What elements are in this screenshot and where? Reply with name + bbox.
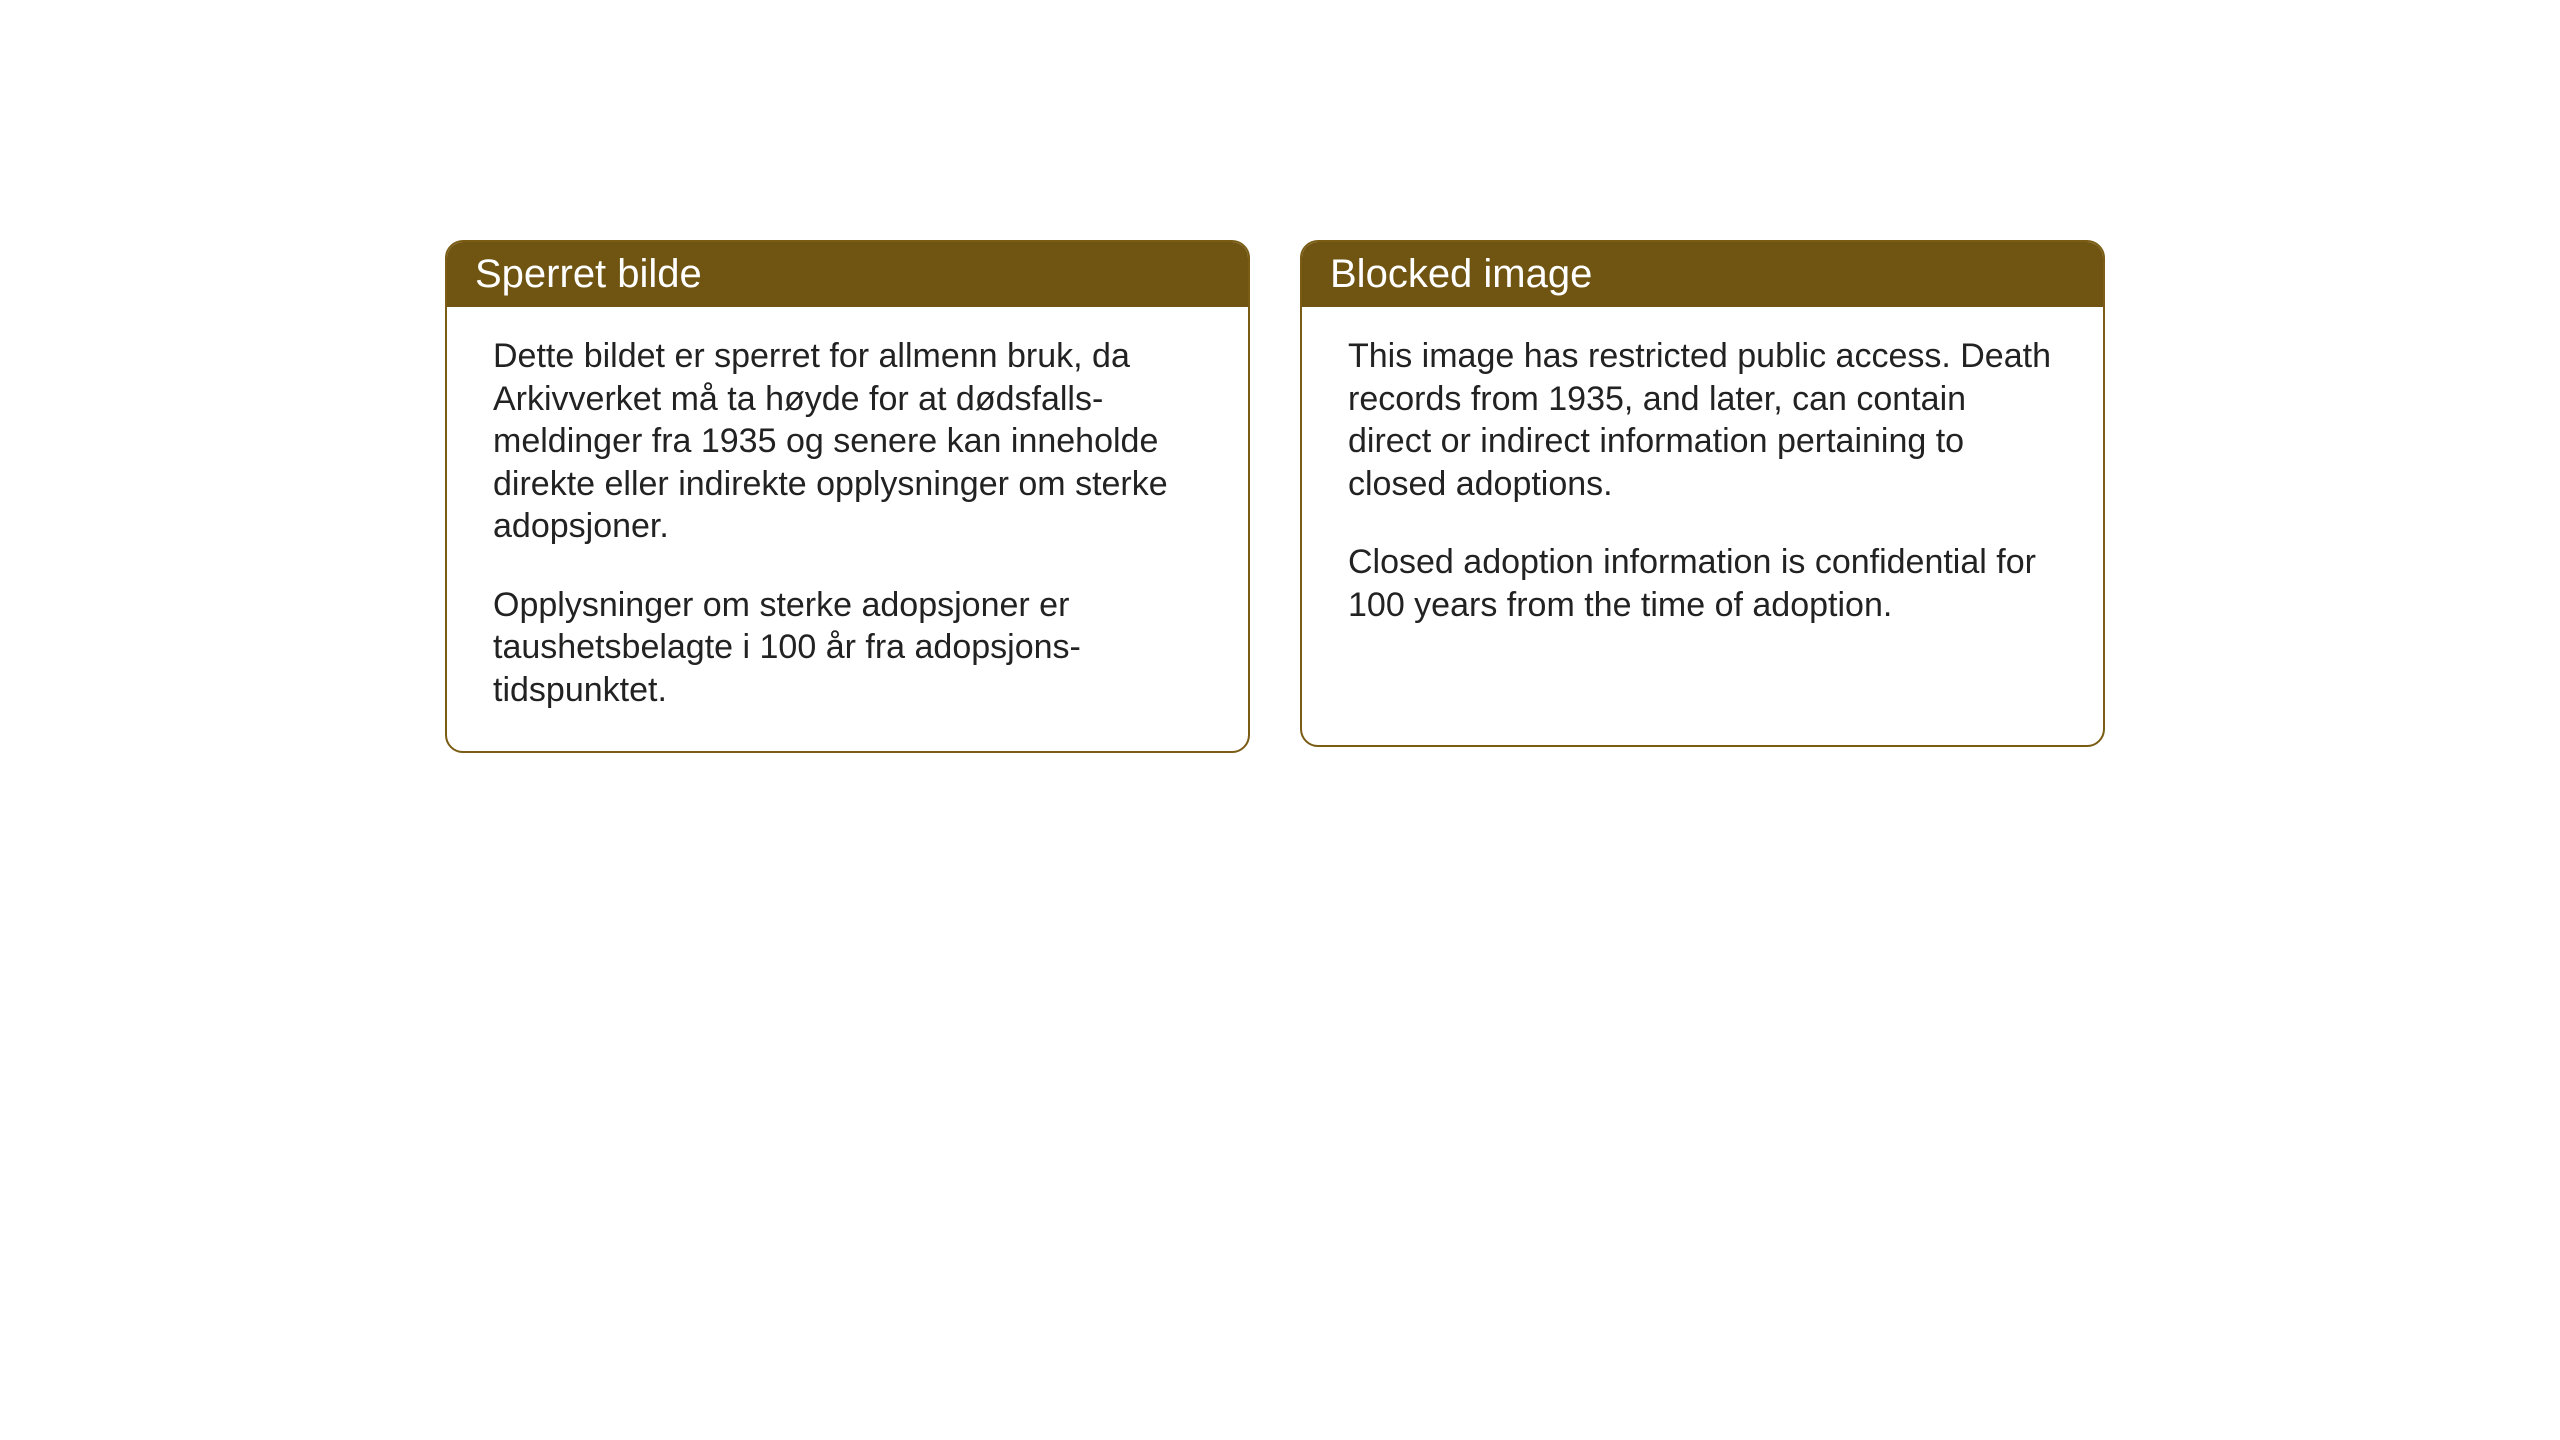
card-paragraph-norwegian-2: Opplysninger om sterke adopsjoner er tau… (493, 584, 1202, 712)
card-title-english: Blocked image (1330, 252, 1592, 296)
card-body-english: This image has restricted public access.… (1302, 307, 2103, 666)
card-paragraph-english-2: Closed adoption information is confident… (1348, 541, 2057, 626)
card-header-norwegian: Sperret bilde (447, 242, 1248, 307)
card-norwegian: Sperret bilde Dette bildet er sperret fo… (445, 240, 1250, 753)
card-body-norwegian: Dette bildet er sperret for allmenn bruk… (447, 307, 1248, 751)
card-paragraph-english-1: This image has restricted public access.… (1348, 335, 2057, 505)
card-header-english: Blocked image (1302, 242, 2103, 307)
card-paragraph-norwegian-1: Dette bildet er sperret for allmenn bruk… (493, 335, 1202, 548)
cards-container: Sperret bilde Dette bildet er sperret fo… (0, 0, 2560, 753)
card-title-norwegian: Sperret bilde (475, 252, 702, 296)
card-english: Blocked image This image has restricted … (1300, 240, 2105, 747)
